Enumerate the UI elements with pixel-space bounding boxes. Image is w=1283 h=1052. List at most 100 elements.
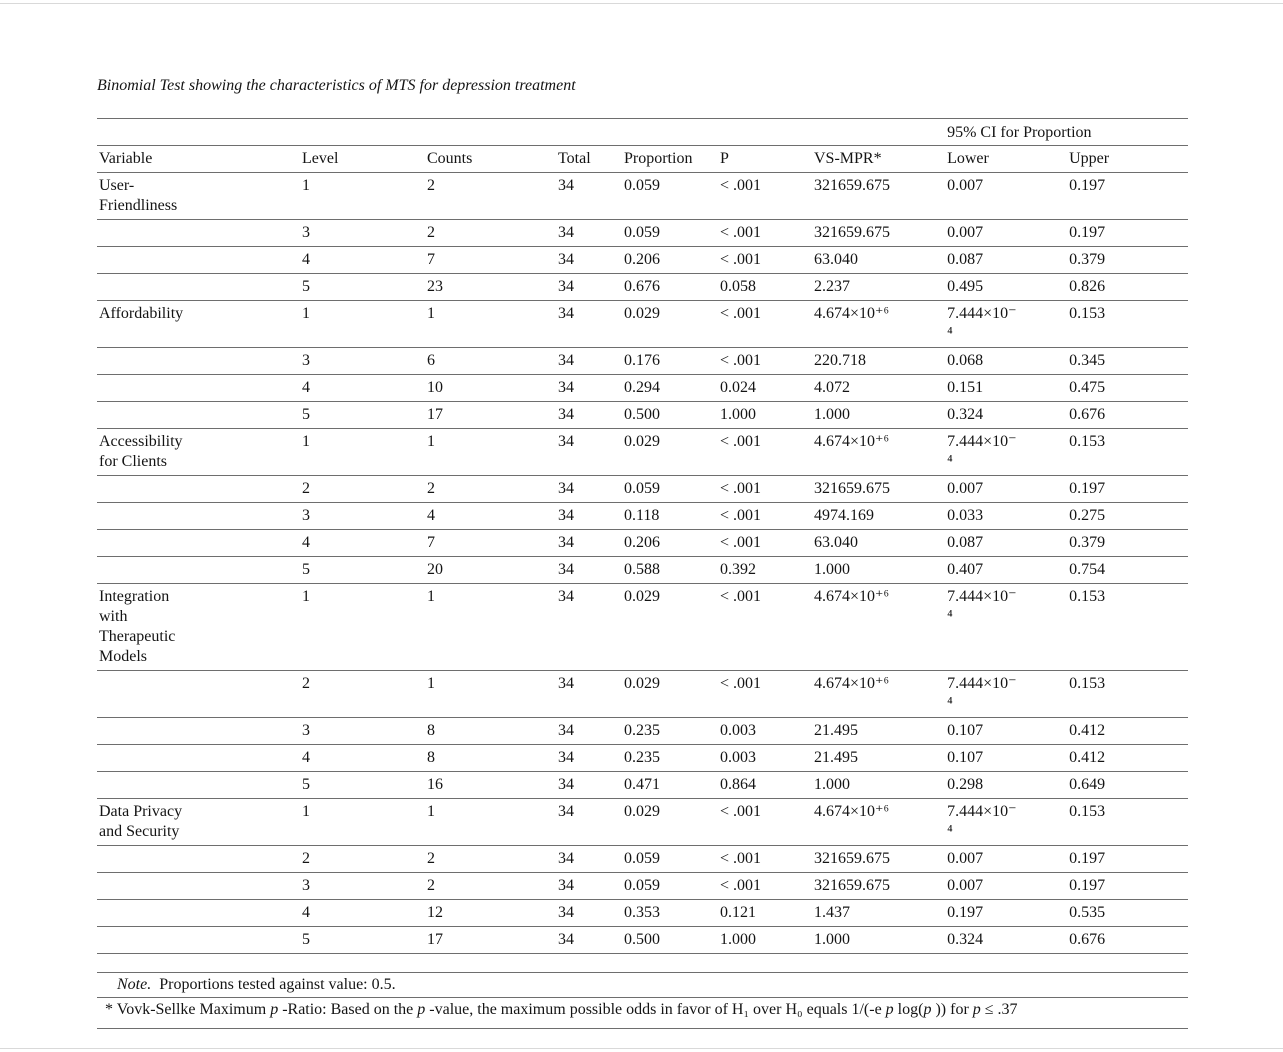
cell-proportion: 0.029 [622, 300, 718, 348]
cell-vsmpr: 4.674×10⁺⁶ [812, 428, 946, 476]
table-notes: Note. Proportions tested against value: … [97, 972, 1188, 1029]
cell-level: 2 [300, 845, 425, 873]
cell-level: 1 [300, 300, 425, 348]
cell-total: 34 [556, 401, 622, 429]
binomial-test-table: 95% CI for Proportion Variable Level Cou… [97, 118, 1189, 954]
spanner-spacer [97, 118, 946, 146]
cell-proportion: 0.235 [622, 717, 718, 745]
cell-total: 34 [556, 899, 622, 927]
cell-total: 34 [556, 717, 622, 745]
page-top-edge [0, 3, 1283, 4]
cell-lower: 7.444×10⁻ ⁴ [945, 670, 1068, 718]
cell-proportion: 0.029 [622, 583, 718, 671]
cell-variable [97, 717, 300, 745]
cell-variable [97, 273, 300, 301]
cell-counts: 7 [425, 246, 556, 274]
cell-p: < .001 [718, 246, 812, 274]
cell-counts: 4 [425, 502, 556, 530]
cell-vsmpr: 321659.675 [812, 845, 946, 873]
cell-counts: 20 [425, 556, 556, 584]
cell-proportion: 0.294 [622, 374, 718, 402]
cell-proportion: 0.676 [622, 273, 718, 301]
table-row: 4 12 34 0.353 0.121 1.437 0.197 0.535 [97, 899, 1189, 927]
cell-counts: 6 [425, 347, 556, 375]
cell-level: 3 [300, 502, 425, 530]
cell-p: 1.000 [718, 926, 812, 954]
cell-variable [97, 374, 300, 402]
cell-p: 0.121 [718, 899, 812, 927]
table-row: 4 8 34 0.235 0.003 21.495 0.107 0.412 [97, 744, 1189, 772]
cell-upper: 0.412 [1067, 717, 1189, 745]
cell-counts: 16 [425, 771, 556, 799]
cell-p: < .001 [718, 219, 812, 247]
table-row: 3 8 34 0.235 0.003 21.495 0.107 0.412 [97, 717, 1189, 745]
cell-proportion: 0.118 [622, 502, 718, 530]
cell-proportion: 0.059 [622, 219, 718, 247]
cell-variable [97, 475, 300, 503]
cell-proportion: 0.059 [622, 845, 718, 873]
cell-lower: 7.444×10⁻ ⁴ [945, 583, 1068, 671]
footnote-row: * Vovk-Sellke Maximum p -Ratio: Based on… [97, 997, 1188, 1029]
cell-total: 34 [556, 374, 622, 402]
cell-variable [97, 899, 300, 927]
cell-vsmpr: 321659.675 [812, 172, 946, 220]
cell-vsmpr: 1.000 [812, 926, 946, 954]
cell-upper: 0.153 [1067, 300, 1189, 348]
cell-lower: 0.324 [945, 401, 1068, 429]
cell-total: 34 [556, 428, 622, 476]
cell-level: 2 [300, 475, 425, 503]
cell-counts: 23 [425, 273, 556, 301]
cell-upper: 0.197 [1067, 845, 1189, 873]
cell-counts: 7 [425, 529, 556, 557]
table-title: Binomial Test showing the characteristic… [97, 77, 576, 94]
table-row: 5 17 34 0.500 1.000 1.000 0.324 0.676 [97, 401, 1189, 429]
cell-p: 0.024 [718, 374, 812, 402]
cell-counts: 8 [425, 717, 556, 745]
cell-lower: 0.007 [945, 219, 1068, 247]
cell-upper: 0.275 [1067, 502, 1189, 530]
cell-lower: 0.007 [945, 172, 1068, 220]
note-text: Note. Proportions tested against value: … [97, 972, 1188, 998]
cell-variable: Integration with Therapeutic Models [97, 583, 300, 671]
cell-vsmpr: 4.674×10⁺⁶ [812, 670, 946, 718]
cell-variable [97, 872, 300, 900]
document-content: Binomial Test showing the characteristic… [97, 76, 1189, 1029]
cell-vsmpr: 4974.169 [812, 502, 946, 530]
table-row: Data Privacy and Security 1 1 34 0.029 <… [97, 798, 1189, 846]
table-row: 5 17 34 0.500 1.000 1.000 0.324 0.676 [97, 926, 1189, 954]
cell-upper: 0.676 [1067, 926, 1189, 954]
cell-p: 0.003 [718, 744, 812, 772]
cell-total: 34 [556, 246, 622, 274]
cell-level: 4 [300, 374, 425, 402]
cell-level: 1 [300, 428, 425, 476]
table-row: 5 20 34 0.588 0.392 1.000 0.407 0.754 [97, 556, 1189, 584]
col-header-vsmpr: VS-MPR* [812, 145, 946, 173]
cell-vsmpr: 220.718 [812, 347, 946, 375]
cell-upper: 0.754 [1067, 556, 1189, 584]
cell-variable [97, 771, 300, 799]
cell-total: 34 [556, 926, 622, 954]
cell-upper: 0.153 [1067, 670, 1189, 718]
note-row: Note. Proportions tested against value: … [97, 972, 1188, 998]
cell-variable [97, 670, 300, 718]
cell-variable [97, 926, 300, 954]
cell-total: 34 [556, 475, 622, 503]
col-header-counts: Counts [425, 145, 556, 173]
cell-upper: 0.153 [1067, 583, 1189, 671]
cell-counts: 1 [425, 583, 556, 671]
cell-level: 5 [300, 273, 425, 301]
cell-level: 3 [300, 872, 425, 900]
cell-level: 5 [300, 556, 425, 584]
cell-variable [97, 401, 300, 429]
cell-upper: 0.379 [1067, 246, 1189, 274]
cell-proportion: 0.471 [622, 771, 718, 799]
col-header-variable: Variable [97, 145, 300, 173]
cell-lower: 0.007 [945, 845, 1068, 873]
cell-proportion: 0.176 [622, 347, 718, 375]
table-row: Affordability 1 1 34 0.029 < .001 4.674×… [97, 300, 1189, 348]
ci-spanner-row: 95% CI for Proportion [97, 118, 1189, 146]
cell-counts: 2 [425, 172, 556, 220]
cell-p: < .001 [718, 428, 812, 476]
cell-variable [97, 556, 300, 584]
